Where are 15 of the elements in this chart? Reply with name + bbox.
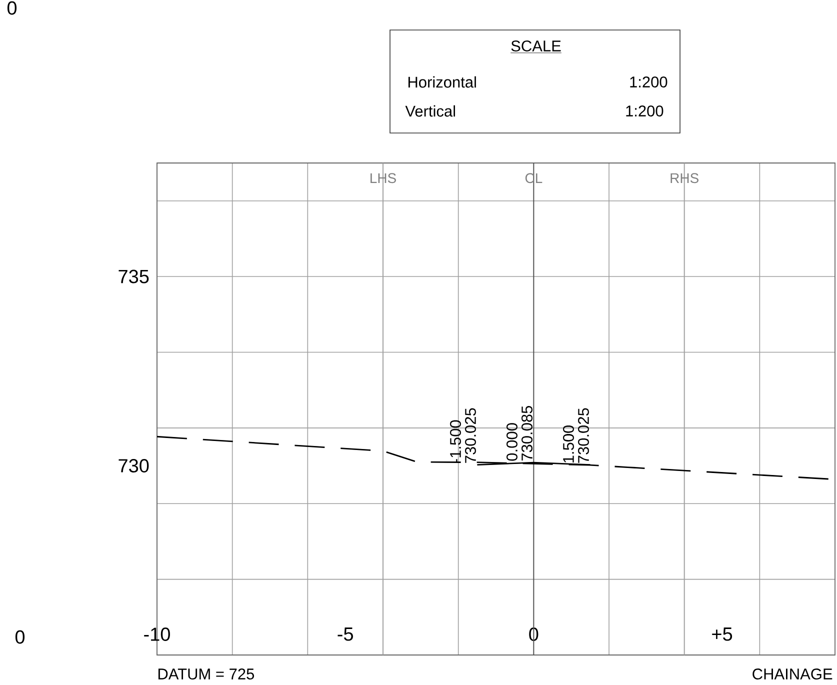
text: Horizontal xyxy=(408,76,476,88)
text: Vertical xyxy=(405,105,455,117)
text: 1:200 xyxy=(630,76,668,88)
data-label: -1.500 730.025 xyxy=(450,408,476,463)
x-tick-label: -5 xyxy=(338,628,353,641)
text: 1:200 xyxy=(626,106,664,116)
y-tick-label: 735 xyxy=(118,270,149,284)
x-tick-label: +5 xyxy=(712,628,732,641)
text: SCALE xyxy=(511,40,561,52)
x-axis-title: CHAINAGE xyxy=(752,668,832,680)
y-tick-label: 730 xyxy=(118,459,149,472)
text: DATUM = 725 xyxy=(158,668,254,680)
data-label: 0.000 730.085 xyxy=(506,406,532,461)
text: 0 xyxy=(7,1,17,15)
data-label: 1.500 730.025 xyxy=(563,408,589,463)
